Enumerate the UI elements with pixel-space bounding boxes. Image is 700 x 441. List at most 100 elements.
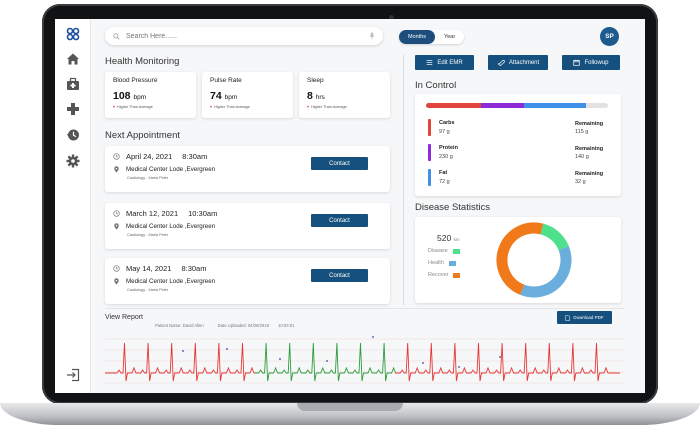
toggle-months[interactable]: Months [399, 30, 436, 44]
appointment-doctor: Cardiology - Maria Peter [127, 288, 169, 292]
metric-number: 74 [210, 90, 222, 102]
appointment-datetime: May 14, 2021 8:30am [113, 264, 382, 273]
progress-segment-2 [524, 103, 587, 108]
ecg-waveform [105, 342, 255, 382]
contact-button[interactable]: Contact [311, 269, 368, 282]
upload-time: 10:03:01 [278, 323, 295, 328]
arrow-down-icon [113, 106, 115, 108]
legend-disease: Disease [428, 248, 460, 254]
next-appointment-title: Next Appointment [105, 130, 180, 141]
carbs-color-bar [428, 119, 431, 136]
blood-pressure-card: Blood Pressure 108 bpm Higher Than Avera… [105, 72, 196, 118]
history-icon[interactable] [66, 128, 80, 142]
nutrient-name: Protein [439, 145, 458, 151]
appointment-location: Medical Center Lode ,Evergreen [113, 166, 382, 173]
attachment-button[interactable]: Attachment [488, 55, 548, 70]
remaining-amount: 32 g [575, 179, 586, 185]
report-meta: Patient Name: David Allen Date Uploaded:… [155, 323, 294, 328]
appointment-time: 8:30am [181, 264, 207, 273]
appointment-card: May 14, 2021 8:30am Medical Center Lode … [105, 258, 390, 304]
search-icon [113, 32, 120, 40]
laptop-base [0, 403, 700, 425]
metric-value: 108 bpm [113, 90, 188, 102]
search-bar[interactable] [105, 27, 383, 45]
patient-name: David Allen [182, 323, 204, 328]
download-pdf-button[interactable]: Download PDF [557, 311, 612, 324]
metric-unit: bpm [224, 94, 238, 101]
period-toggle: Months Year [399, 30, 465, 44]
logout-icon[interactable] [66, 368, 80, 382]
appointment-doctor: Cardiology - Maria Peter [127, 176, 169, 180]
clock-icon [113, 265, 120, 272]
location-pin-icon [114, 278, 119, 285]
metric-note: Higher Than Average [113, 105, 188, 109]
donut-slice-disease [540, 223, 569, 251]
metric-number: 108 [113, 90, 131, 102]
view-report-title: View Report [105, 314, 144, 321]
disease-statistics-title: Disease Statistics [415, 202, 490, 213]
nutrient-progress-bar [426, 103, 608, 108]
disease-donut-chart [496, 222, 572, 298]
legend-label: Health [428, 260, 444, 266]
appointment-time: 10:30am [188, 209, 218, 218]
metric-label: Blood Pressure [113, 77, 158, 84]
contact-button[interactable]: Contact [311, 157, 368, 170]
disease-total-value: 520 [437, 233, 452, 243]
medical-cross-icon[interactable] [66, 102, 80, 116]
search-input[interactable] [126, 32, 363, 40]
contact-button[interactable]: Contact [311, 214, 368, 227]
remaining-label: Remaining [575, 146, 604, 152]
in-control-card: Carbs 97 g Remaining 115 g Protein 230 g… [415, 94, 621, 196]
in-control-title: In Control [415, 80, 457, 91]
section-divider [105, 308, 625, 309]
metric-note-text: Higher Than Average [311, 105, 347, 109]
clock-icon [113, 153, 120, 160]
laptop-notch [297, 403, 403, 411]
progress-segment-1 [480, 103, 525, 108]
settings-icon[interactable] [66, 154, 80, 168]
metric-unit: bpm [133, 94, 147, 101]
date-label: Date Uploaded: [217, 323, 247, 328]
ecg-marker-dot [326, 360, 328, 362]
metric-label: Pulse Rate [210, 77, 242, 84]
location-pin-icon [114, 223, 119, 230]
donut-slice-recover [496, 222, 544, 295]
nutrient-amount: 97 g [439, 129, 450, 135]
app-logo-icon[interactable] [66, 27, 80, 41]
nutrient-name: Carbs [439, 120, 455, 126]
report-date: Date Uploaded: 04/28/2018 10:03:01 [218, 323, 295, 328]
attachment-label: Attachment [508, 59, 540, 66]
ecg-marker-dot [499, 356, 501, 358]
upload-date: 04/28/2018 [247, 323, 269, 328]
appointment-location: Medical Center Lode ,Evergreen [113, 278, 382, 285]
microphone-icon[interactable] [369, 32, 375, 40]
metric-value: 74 bpm [210, 90, 285, 102]
health-monitoring-title: Health Monitoring [105, 56, 180, 67]
location-pin-icon [114, 166, 119, 173]
ecg-waveform [395, 342, 620, 382]
pdf-file-icon [565, 314, 571, 321]
appointment-datetime: April 24, 2021 8:30am [113, 152, 382, 161]
legend-recover: Recover [428, 272, 461, 278]
followup-button[interactable]: Followup [562, 55, 620, 70]
remaining-label: Remaining [575, 121, 604, 127]
column-divider [403, 55, 404, 305]
donut-slice-health [520, 246, 572, 298]
legend-swatch [453, 272, 461, 278]
patient-label: Patient Name: [155, 323, 182, 328]
arrow-down-icon [307, 106, 309, 108]
legend-label: Disease [428, 248, 448, 254]
home-icon[interactable] [66, 52, 80, 66]
first-aid-kit-icon[interactable] [66, 77, 80, 91]
remaining-amount: 115 g [575, 129, 589, 135]
nutrient-name: Fat [439, 170, 448, 176]
legend-label: Recover [428, 272, 449, 278]
arrow-down-icon [210, 106, 212, 108]
appointment-place: Medical Center Lode ,Evergreen [126, 278, 216, 285]
protein-color-bar [428, 144, 431, 161]
avatar[interactable]: SP [600, 27, 619, 46]
toggle-year[interactable]: Year [444, 34, 456, 40]
edit-emr-button[interactable]: Edit EMR [415, 55, 474, 70]
sleep-card: Sleep 8 hrs Higher Than Average [299, 72, 390, 118]
app-screen: Months Year SP Health Monitoring Blood P… [55, 19, 645, 393]
